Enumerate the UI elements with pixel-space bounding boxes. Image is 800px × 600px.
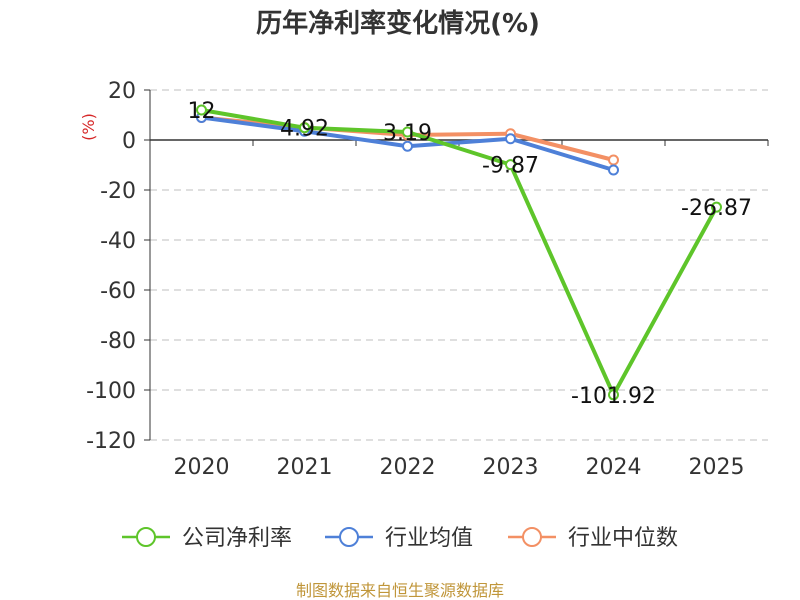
data-point-company <box>402 126 413 138</box>
x-tick-label: 2024 <box>586 455 642 480</box>
y-tick-label: -120 <box>86 429 136 454</box>
legend-label: 公司净利率 <box>182 526 292 551</box>
y-tick-label: 0 <box>122 129 136 154</box>
x-tick-label: 2021 <box>277 455 333 480</box>
legend-marker <box>339 527 359 547</box>
data-point-company <box>505 159 516 171</box>
x-tick-label: 2022 <box>380 455 436 480</box>
y-axis-label: (%) <box>79 113 98 141</box>
grid-layer <box>150 89 768 441</box>
data-label: 3.19 <box>383 121 432 146</box>
legend-item-company[interactable]: 公司净利率 <box>122 526 292 551</box>
data-label: 12 <box>188 99 216 124</box>
x-tick-label: 2023 <box>483 455 539 480</box>
legend-label: 行业均值 <box>385 526 473 551</box>
data-label: -101.92 <box>571 384 656 409</box>
series-line-company <box>201 108 719 397</box>
chart-title: 历年净利率变化情况(%) <box>256 8 540 39</box>
data-point-industry_avg <box>402 140 413 152</box>
data-label: -9.87 <box>482 154 539 179</box>
x-tick-label: 2020 <box>174 455 230 480</box>
data-point-company <box>711 201 722 213</box>
legend: 公司净利率 行业均值 行业中位数 <box>122 526 678 551</box>
data-label-layer: 12 4.92 3.19 -9.87 -101.92 -26.87 <box>188 99 752 409</box>
source-footer: 制图数据来自恒生聚源数据库 <box>296 581 504 600</box>
data-point-industry_avg <box>608 164 619 176</box>
series-layer <box>196 104 722 401</box>
y-tick-label: -100 <box>86 379 136 404</box>
data-point-industry_avg <box>505 133 516 145</box>
data-point-company <box>196 104 207 116</box>
data-point-company <box>299 122 310 134</box>
y-tick-label: -20 <box>100 179 136 204</box>
legend-item-industry_median[interactable]: 行业中位数 <box>508 526 678 551</box>
data-label: 4.92 <box>280 117 329 142</box>
data-point-company <box>608 389 619 401</box>
legend-item-industry_avg[interactable]: 行业均值 <box>325 526 473 551</box>
y-tick-label: 20 <box>108 79 136 104</box>
legend-marker <box>136 527 156 547</box>
y-tick-label: -80 <box>100 329 136 354</box>
legend-label: 行业中位数 <box>568 526 678 551</box>
legend-marker <box>522 527 542 547</box>
axis-layer: 20 0 -20 -40 -60 -80 -100 -120 2020 2021 2022 2023 2… <box>79 79 769 480</box>
data-point-industry_median <box>608 154 619 166</box>
y-tick-label: -40 <box>100 229 136 254</box>
x-tick-label: 2025 <box>689 455 745 480</box>
data-label: -26.87 <box>681 196 752 221</box>
y-tick-label: -60 <box>100 279 136 304</box>
